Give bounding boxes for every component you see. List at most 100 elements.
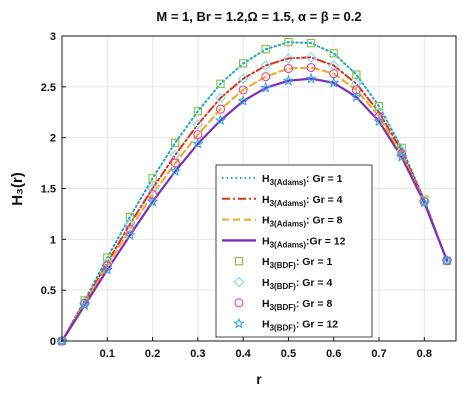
chart-title: M = 1, Br = 1.2,Ω = 1.5, α = β = 0.2: [156, 9, 361, 24]
data-point-marker: [283, 63, 293, 74]
legend-item: H3(Adams): Gr = 1: [222, 173, 343, 187]
legend-label: H3(Adams):Gr = 12: [262, 235, 346, 249]
data-point-marker: [102, 261, 112, 271]
series-line: [61, 66, 448, 342]
legend-label-base: H: [262, 298, 270, 310]
data-point-marker: [374, 111, 384, 121]
legend-item: H3(Adams): Gr = 8: [222, 215, 343, 229]
legend-label: H3(BDF): Gr = 1: [262, 256, 332, 270]
y-tick-label: 1: [50, 234, 56, 246]
data-point-marker: [78, 299, 91, 311]
legend: H3(Adams): Gr = 1H3(Adams): Gr = 4H3(Ada…: [215, 164, 373, 338]
legend-label-subscript: 3(Adams): [270, 220, 307, 229]
x-tick-label: 0.8: [417, 348, 432, 360]
y-tick-label: 2: [50, 133, 56, 145]
data-point-marker: [237, 73, 249, 85]
legend-item: H3(Adams): Gr = 4: [222, 194, 343, 208]
legend-label-tail: : Gr = 1: [306, 173, 343, 185]
series-7: [56, 72, 453, 346]
series-layer: [56, 37, 453, 347]
legend-label: H3(BDF): Gr = 8: [262, 298, 332, 312]
legend-box: [215, 164, 373, 338]
data-point-marker: [193, 107, 203, 116]
legend-label: H3(Adams): Gr = 8: [262, 215, 343, 229]
x-tick-label: 0.5: [281, 348, 296, 360]
legend-label-base: H: [262, 256, 270, 268]
series-3: [60, 77, 449, 343]
data-point-marker: [192, 119, 204, 130]
data-point-marker: [441, 254, 453, 266]
x-axis-label: r: [256, 371, 262, 387]
data-point-marker: [305, 72, 317, 84]
data-point-marker: [261, 45, 270, 54]
legend-item: H3(Adams):Gr = 12: [222, 235, 346, 249]
legend-item: H3(BDF): Gr = 4: [233, 276, 332, 291]
legend-label-tail: : Gr = 4: [296, 277, 333, 289]
x-tick-label: 0.6: [326, 348, 341, 360]
legend-label-subscript: 3(Adams): [270, 199, 307, 208]
data-point-marker: [282, 74, 295, 86]
data-point-marker: [418, 196, 431, 208]
data-point-marker: [238, 59, 248, 68]
legend-label-subscript: 3(BDF): [270, 303, 297, 312]
legend-label: H3(Adams): Gr = 4: [262, 194, 343, 208]
data-point-marker: [148, 174, 157, 183]
legend-label-base: H: [262, 235, 270, 247]
data-point-marker: [374, 102, 384, 111]
data-point-marker: [124, 229, 136, 241]
data-point-marker: [260, 81, 272, 93]
data-point-marker: [148, 190, 158, 200]
tick-layer: 0 0.5 1 1.5 2 2.5 3 0.1 0.2 0.3 0.4 0.5 0.6 0.7 0.8: [41, 31, 432, 360]
data-point-marker: [397, 149, 407, 159]
y-axis-label: H₃(r): [9, 172, 26, 206]
legend-label-tail: : Gr = 4: [306, 194, 343, 206]
data-point-marker: [305, 51, 317, 63]
legend-swatch-marker: [234, 298, 244, 308]
data-point-marker: [351, 85, 361, 95]
data-point-marker: [169, 165, 181, 177]
data-point-marker: [171, 138, 180, 147]
data-point-marker: [237, 95, 249, 106]
legend-item: H3(BDF): Gr = 1: [234, 256, 332, 270]
data-point-marker: [192, 137, 204, 149]
x-tick-label: 0.3: [190, 348, 205, 360]
data-point-marker: [101, 263, 114, 275]
data-point-marker: [373, 115, 385, 127]
legend-label-subscript: 3(Adams): [270, 178, 307, 187]
legend-items: H3(Adams): Gr = 1H3(Adams): Gr = 4H3(Ada…: [222, 173, 346, 333]
legend-label-tail: : Gr = 8: [296, 298, 333, 310]
data-point-marker: [147, 183, 158, 194]
x-tick-label: 0.2: [145, 348, 160, 360]
data-point-marker: [101, 257, 113, 269]
data-point-marker: [146, 195, 159, 207]
data-point-marker: [350, 78, 362, 90]
data-point-marker: [350, 90, 363, 102]
series-line: [60, 77, 449, 343]
data-point-marker: [216, 79, 225, 88]
legend-label-tail: : Gr = 1: [296, 256, 333, 268]
legend-label-subscript: 3(BDF): [270, 282, 297, 291]
y-tick-label: 3: [50, 31, 56, 43]
data-point-marker: [214, 114, 227, 126]
series-2: [61, 66, 448, 342]
legend-swatch-marker: [234, 257, 244, 266]
legend-label: H3(BDF): Gr = 12: [262, 319, 338, 333]
legend-label: H3(BDF): Gr = 4: [262, 277, 332, 291]
data-point-marker: [283, 52, 294, 64]
legend-label-tail: : Gr = 8: [306, 215, 343, 227]
legend-label: H3(Adams): Gr = 1: [262, 173, 343, 187]
y-tick-label: 0: [50, 336, 56, 348]
data-point-marker: [56, 334, 68, 346]
data-point-marker: [396, 145, 408, 157]
legend-label-base: H: [262, 194, 270, 206]
legend-label-tail: : Gr = 12: [296, 319, 338, 331]
data-point-marker: [260, 60, 272, 71]
data-point-marker: [215, 92, 226, 104]
y-tick-label: 2.5: [41, 82, 56, 94]
y-tick-label: 1.5: [41, 184, 56, 196]
legend-label-tail: :Gr = 12: [306, 235, 346, 247]
legend-label-base: H: [262, 173, 270, 185]
data-point-marker: [306, 38, 316, 48]
legend-label-base: H: [262, 277, 270, 289]
